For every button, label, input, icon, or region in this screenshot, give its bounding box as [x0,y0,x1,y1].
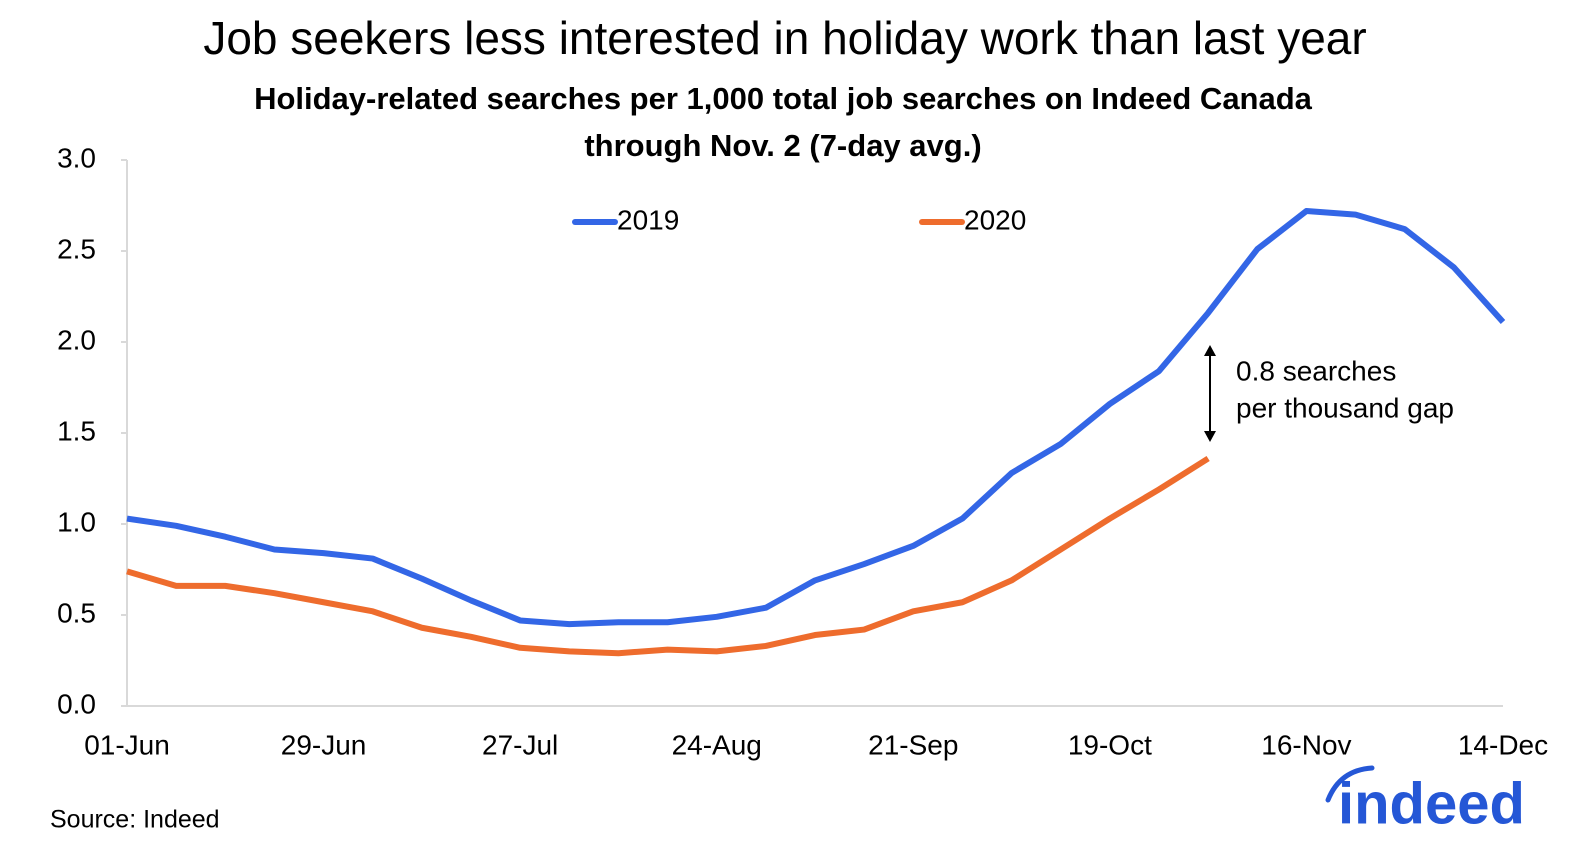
y-tick-label: 2.5 [57,233,96,264]
annotation: per thousand gap [1236,392,1454,423]
y-tick-label: 1.0 [57,506,96,537]
x-tick-label: 19-Oct [1068,729,1152,760]
x-tick-label: 01-Jun [84,729,170,760]
y-tick-label: 0.0 [57,688,96,719]
series-line [126,455,1210,657]
x-tick-label: 29-Jun [281,729,367,760]
y-tick-label: 3.0 [57,142,96,173]
series-line [126,207,1506,628]
x-tick-label: 21-Sep [868,729,958,760]
x-tick-label: 27-Jul [482,729,558,760]
legend-label: 2019 [617,204,679,235]
gap-arrow-heads [1204,345,1216,442]
y-tick-label: 2.0 [57,324,96,355]
logo: indeed [1338,771,1525,836]
legend-label: 2020 [964,204,1026,235]
source: Source: Indeed [50,806,220,834]
y-tick-label: 0.5 [57,597,96,628]
chart-subtitle: through Nov. 2 (7-day avg.) [584,128,981,163]
x-tick-label: 16-Nov [1261,729,1351,760]
y-tick-label: 1.5 [57,415,96,446]
chart-title: Job seekers less interested in holiday w… [203,12,1366,64]
logo-arc [1325,765,1375,803]
x-tick-label: 24-Aug [672,729,762,760]
x-tick-label: 14-Dec [1458,729,1548,760]
annotation: 0.8 searches [1236,355,1396,386]
chart-subtitle: Holiday-related searches per 1,000 total… [254,81,1313,116]
